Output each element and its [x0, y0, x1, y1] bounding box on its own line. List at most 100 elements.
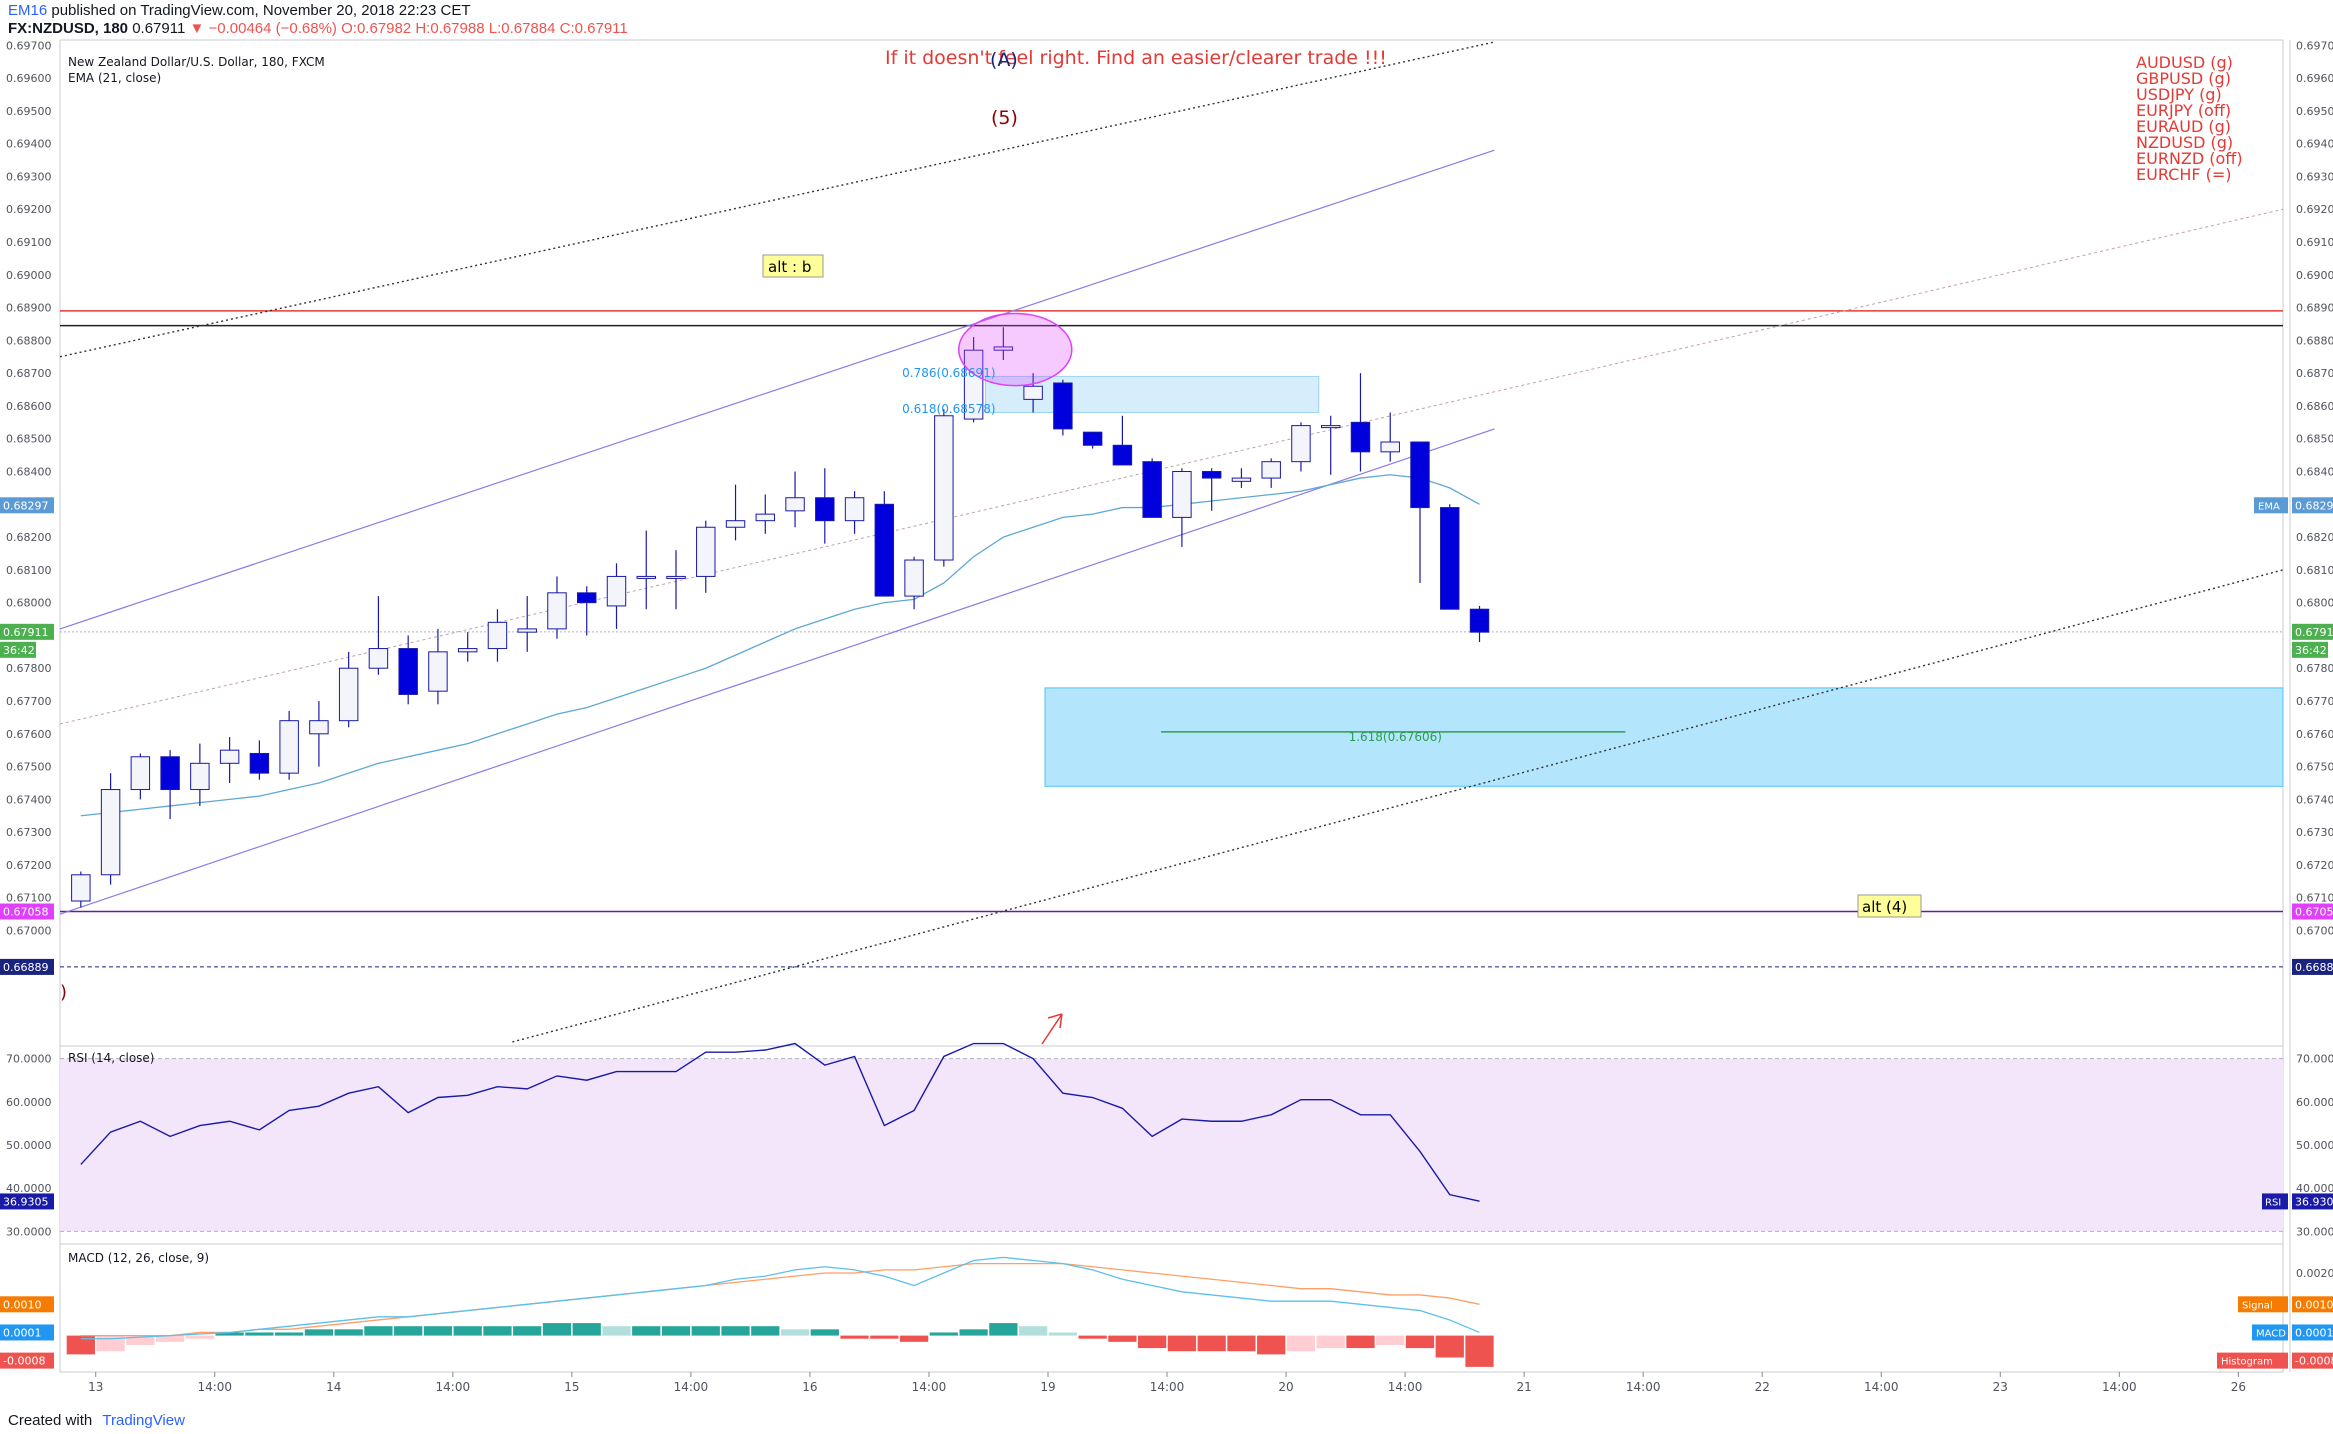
candle — [815, 468, 835, 544]
ema-badge — [2254, 497, 2288, 514]
ohlc-values: O:0.67982 H:0.67988 L:0.67884 C:0.67911 — [341, 20, 628, 37]
candle — [577, 586, 597, 636]
watchlist-item: EURNZD (off) — [2136, 149, 2243, 168]
candle-body — [666, 575, 686, 579]
candle — [1440, 504, 1460, 610]
y-tick-label-left: 0.68400 — [6, 466, 52, 479]
rsi-tag-label: 36.9305 — [3, 1195, 49, 1208]
y-tick-label-right: 0.69300 — [2296, 170, 2333, 183]
price-tag-left — [0, 497, 54, 514]
published-info: published on TradingView.com, November 2… — [51, 2, 471, 19]
ema-badge-label: EMA — [2258, 501, 2280, 512]
macd-histogram-bar — [840, 1335, 869, 1339]
macd-legend: MACD (12, 26, close, 9) — [68, 1251, 209, 1265]
candle — [190, 743, 210, 806]
warning-note: If it doesn't feel right. Find an easier… — [885, 47, 1387, 69]
x-tick-label: 14:00 — [2102, 1380, 2137, 1394]
y-tick-label-right: 0.67200 — [2296, 859, 2333, 872]
macd-histogram-bar — [1435, 1335, 1464, 1358]
macd-histogram-bar — [572, 1323, 601, 1336]
ema-line — [80, 474, 1480, 817]
candle-body — [309, 720, 329, 735]
rsi-line — [80, 1042, 1480, 1202]
y-tick-label-right: 0.69100 — [2296, 236, 2333, 249]
candle-body — [963, 349, 984, 420]
tradingview-logo[interactable]: TradingView — [102, 1412, 185, 1429]
price-tag-right — [2292, 623, 2333, 640]
candle-body — [1440, 507, 1460, 610]
price-tag-right — [2292, 903, 2333, 920]
macd-tag-label: 0.0001 — [3, 1326, 42, 1339]
symbol-label: FX:NZDUSD, 180 — [8, 20, 129, 37]
trendline-upper-dotted — [59, 41, 1495, 358]
macd-histogram-bar — [126, 1335, 155, 1345]
price-tag-label: 0.66889 — [2295, 961, 2333, 974]
price-tag-label: 0.68297 — [3, 499, 49, 512]
macd-badge-label: MACD — [2256, 1328, 2286, 1339]
rsi-tick-right: 30.0000 — [2296, 1225, 2333, 1238]
macd-histogram-bar — [423, 1326, 453, 1336]
wave-label-fragment: ) — [60, 982, 67, 1003]
candle-body — [993, 346, 1014, 351]
countdown-tag-right — [2292, 641, 2328, 658]
watchlist-item: GBPUSD (g) — [2136, 69, 2231, 88]
candle — [1142, 458, 1162, 518]
wave-label-5: (5) — [991, 107, 1018, 129]
macd-histogram-bar — [1018, 1326, 1048, 1336]
watchlist-item: USDJPY (g) — [2136, 85, 2222, 104]
candle-body — [1469, 608, 1490, 633]
candle-body — [1142, 461, 1162, 518]
y-tick-label-left: 0.67800 — [6, 662, 52, 675]
macd-tag-right — [2292, 1352, 2333, 1369]
x-tick-label: 14:00 — [674, 1380, 709, 1394]
y-tick-label-left: 0.69700 — [6, 39, 52, 52]
last-price: 0.67911 — [132, 20, 186, 37]
macd-badge-label: Histogram — [2221, 1357, 2273, 1368]
channel-lower-line — [59, 428, 1495, 915]
x-tick-label: 14:00 — [436, 1380, 471, 1394]
candle-body — [755, 513, 776, 522]
macd-histogram-bar — [780, 1329, 810, 1336]
macd-histogram-bar — [1167, 1335, 1197, 1352]
x-tick-label: 14:00 — [1388, 1380, 1423, 1394]
candle — [517, 596, 537, 652]
macd-histogram-bar — [483, 1326, 512, 1336]
publish-header: EM16 published on TradingView.com, Novem… — [8, 2, 471, 19]
price-tag-label: 0.67911 — [3, 626, 49, 639]
y-tick-label-left: 0.68100 — [6, 564, 52, 577]
price-tag-label: 0.67058 — [3, 906, 49, 919]
alt-b-label: alt : b — [768, 258, 811, 276]
y-tick-label-right: 0.68700 — [2296, 367, 2333, 380]
rsi-badge-label: RSI — [2265, 1197, 2281, 1208]
macd-histogram-bar — [959, 1329, 988, 1336]
price-change: ▼ −0.00464 (−0.68%) — [189, 20, 337, 37]
macd-badge — [2217, 1352, 2288, 1369]
candle — [71, 871, 91, 908]
y-tick-label-left: 0.67700 — [6, 695, 52, 708]
symbol-header: FX:NZDUSD, 180 0.67911 ▼ −0.00464 (−0.68… — [8, 20, 628, 37]
y-tick-label-left: 0.68200 — [6, 531, 52, 544]
x-tick-label: 14 — [326, 1380, 341, 1394]
macd-tag-left — [0, 1324, 54, 1341]
macd-histogram-bar — [1316, 1335, 1345, 1349]
candle-body — [904, 559, 924, 597]
macd-histogram-bar — [1048, 1332, 1078, 1336]
candle-body — [160, 756, 180, 791]
y-tick-label-left: 0.69200 — [6, 203, 52, 216]
rsi-tick-left: 60.0000 — [6, 1096, 52, 1109]
candle-body — [1023, 385, 1043, 400]
target-zone — [1044, 687, 2284, 787]
y-tick-label-left: 0.67400 — [6, 793, 52, 806]
author-link[interactable]: EM16 — [8, 2, 48, 19]
fib-level-label: 0.618(0.68578) — [902, 402, 995, 416]
candle — [160, 750, 180, 820]
y-tick-label-left: 0.67300 — [6, 826, 52, 839]
candle-body — [1082, 431, 1103, 446]
footer: Created with TradingView — [8, 1412, 185, 1429]
rsi-tick-left: 50.0000 — [6, 1139, 52, 1152]
candle-body — [1053, 382, 1073, 430]
macd-histogram-bar — [66, 1335, 95, 1355]
price-tag-right — [2292, 958, 2333, 975]
candle — [755, 494, 776, 534]
